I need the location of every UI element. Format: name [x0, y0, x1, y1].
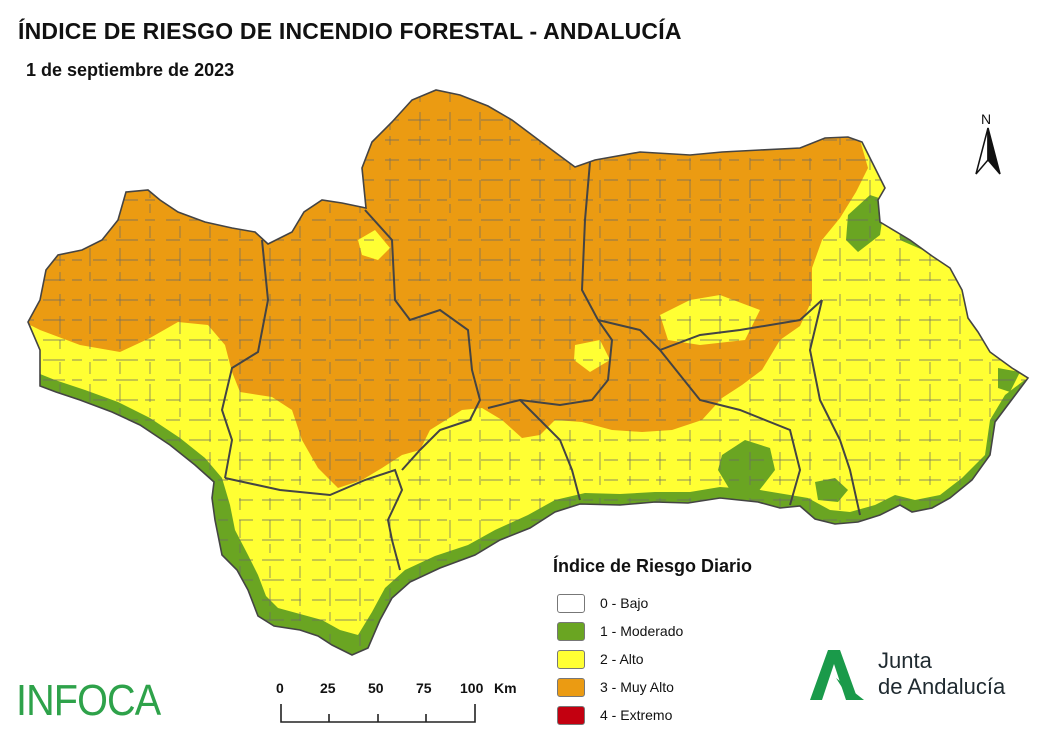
- scale-tick-label: 0: [276, 680, 284, 696]
- legend-item-alto: 2 - Alto: [557, 645, 752, 673]
- junta-line2: de Andalucía: [878, 674, 1006, 699]
- legend-title: Índice de Riesgo Diario: [553, 556, 753, 576]
- legend-swatch-moderado: [557, 621, 585, 641]
- andalucia-outline: [27, 89, 1030, 656]
- legend-item-extremo: 4 - Extremo: [557, 701, 752, 729]
- map-legend: Índice de Riesgo Diario 0 - Bajo 1 - Mod…: [553, 556, 752, 729]
- scale-unit: Km: [494, 680, 517, 696]
- scale-bar: 0 25 50 75 100 Km: [270, 680, 517, 730]
- junta-line1: Junta: [878, 648, 932, 673]
- legend-label: 1 - Moderado: [600, 623, 684, 639]
- legend-item-moderado: 1 - Moderado: [557, 617, 752, 645]
- municipal-borders: [28, 90, 1028, 655]
- legend-item-muy-alto: 3 - Muy Alto: [557, 673, 752, 701]
- high-risk-pocket: [358, 230, 390, 260]
- legend-swatch-extremo: [557, 705, 585, 725]
- scale-tick-label: 100: [460, 680, 484, 696]
- moderate-risk-patch: [846, 195, 885, 252]
- legend-label: 3 - Muy Alto: [600, 679, 674, 695]
- junta-wordmark: Junta de Andalucía: [878, 648, 1005, 700]
- legend-swatch-bajo: [557, 593, 585, 613]
- legend-label: 2 - Alto: [600, 651, 644, 667]
- province-borders: [220, 161, 861, 571]
- legend-swatch-alto: [557, 649, 585, 669]
- scale-tick-label: 50: [368, 680, 384, 696]
- legend-item-bajo: 0 - Bajo: [557, 589, 752, 617]
- legend-swatch-muy-alto: [557, 677, 585, 697]
- legend-label: 0 - Bajo: [600, 595, 649, 611]
- infoca-logo: INFOCA: [16, 676, 161, 725]
- scale-tick-label: 25: [320, 680, 336, 696]
- junta-a-mark-icon: [810, 650, 864, 700]
- moderate-risk-patch: [718, 440, 775, 492]
- north-arrow-icon: [975, 127, 1001, 175]
- junta-de-andalucia-logo: Junta de Andalucía: [806, 642, 1036, 708]
- scale-bar-line: [280, 704, 476, 723]
- north-label: N: [981, 111, 992, 127]
- high-risk-pocket: [574, 340, 610, 372]
- scale-tick-label: 75: [416, 680, 432, 696]
- map-date: 1 de septiembre de 2023: [26, 60, 235, 80]
- legend-label: 4 - Extremo: [600, 707, 673, 723]
- map-title: ÍNDICE DE RIESGO DE INCENDIO FORESTAL - …: [18, 18, 682, 44]
